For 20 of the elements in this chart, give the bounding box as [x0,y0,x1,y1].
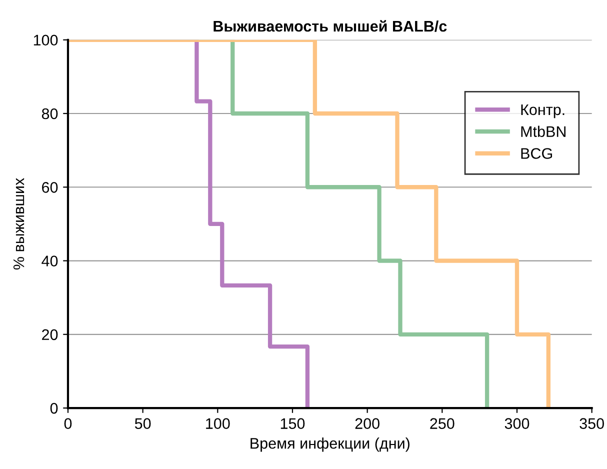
legend-label: MtbBN [521,126,566,138]
y-tick-label: 40 [42,256,58,266]
y-tick-label: 20 [42,329,58,340]
x-tick-label: 150 [280,418,305,429]
y-tick-label: 0 [50,402,58,414]
x-tick-label: 300 [504,418,530,429]
x-tick-label: 100 [206,418,230,429]
x-tick-label: 350 [580,418,604,429]
x-tick-label: 50 [134,418,151,429]
x-tick-label: 200 [355,418,380,429]
legend-label: BCG [521,148,552,159]
x-tick-label: 0 [64,418,72,429]
y-tick-label: 60 [42,182,58,193]
y-axis-title: % выживших [13,178,24,270]
y-tick-label: 100 [34,34,58,46]
x-axis-title: Время инфекции (дни) [250,438,410,452]
y-tick-label: 80 [42,108,58,120]
legend-label: Контр. [521,104,564,118]
x-tick-label: 250 [430,418,454,429]
chart-title: Выживаемость мышей BALB/c [214,20,447,32]
